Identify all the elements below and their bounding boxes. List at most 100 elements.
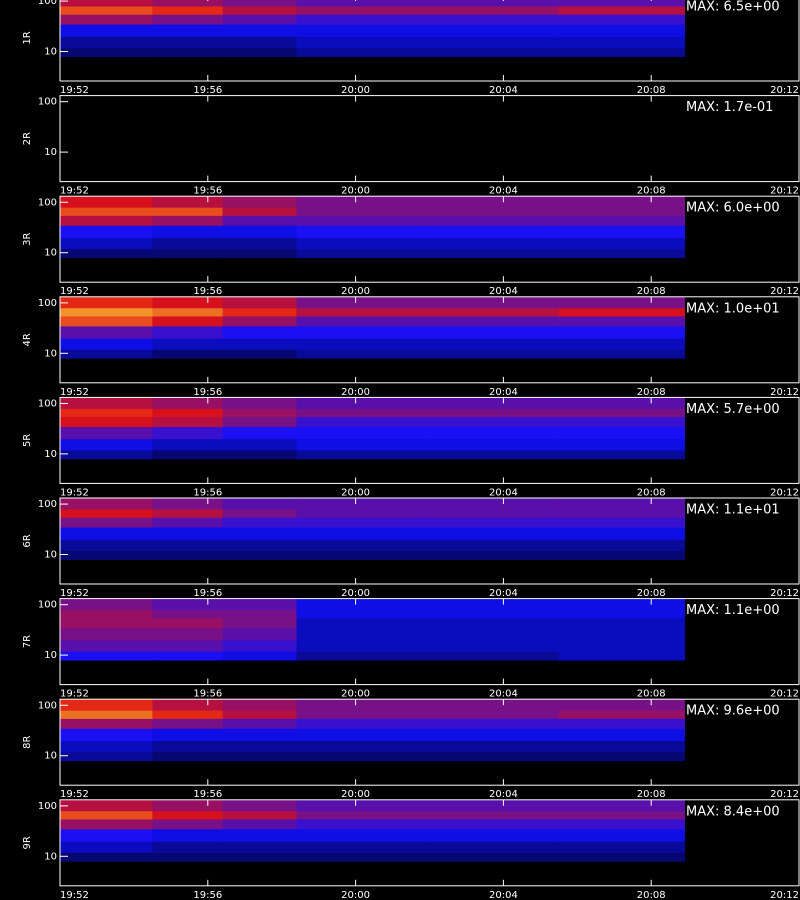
heatmap-cell	[152, 852, 224, 862]
heatmap-cell	[60, 36, 153, 49]
heatmap-cell	[558, 841, 685, 853]
y-axis-label: 9R	[22, 836, 33, 849]
heatmap-cell	[222, 718, 297, 729]
panel: 100 10 19:52 19:56 20:00 20:04 20:08 20:12 9R MAX…	[22, 799, 800, 900]
y-tick-label: 10	[44, 248, 57, 259]
heatmap-cell	[222, 627, 297, 641]
heatmap-cell	[222, 751, 297, 762]
heatmap-cell	[296, 0, 430, 7]
heatmap-cell	[429, 225, 560, 239]
heatmap-cell	[152, 598, 224, 611]
y-tick-label: 100	[38, 197, 57, 208]
max-annotation: MAX: 1.7e-01	[686, 100, 773, 115]
heatmap-cell	[152, 609, 224, 619]
heatmap-cell	[429, 527, 560, 540]
heatmap-cell	[296, 639, 430, 652]
y-tick-label: 10	[44, 550, 57, 561]
heatmap-cell	[60, 408, 153, 418]
heatmap-cell	[222, 799, 297, 812]
heatmap-cell	[558, 508, 685, 518]
max-annotation: MAX: 5.7e+00	[686, 402, 780, 417]
heatmap-cell	[296, 315, 430, 327]
heatmap-cell	[558, 810, 685, 820]
heatmap-cell	[429, 828, 560, 842]
heatmap-cell	[152, 651, 224, 661]
max-annotation: MAX: 6.0e+00	[686, 201, 780, 216]
heatmap-cell	[558, 609, 685, 619]
heatmap-cell	[222, 207, 297, 216]
heatmap-cell	[429, 196, 560, 208]
y-tick-label: 10	[44, 47, 57, 58]
heatmap-cell	[429, 751, 560, 762]
heatmap-cell	[60, 449, 153, 460]
y-axis-label: 4R	[22, 333, 33, 346]
heatmap-cell	[152, 449, 224, 460]
heatmap-cell	[429, 651, 560, 661]
heatmap-cell	[60, 24, 153, 37]
x-tick-label: 20:04	[489, 286, 518, 297]
x-tick-label: 20:00	[341, 689, 370, 700]
heatmap-cell	[222, 24, 297, 37]
heatmap-cell	[222, 296, 297, 309]
x-tick-label: 20:04	[489, 186, 518, 197]
heatmap-cell	[429, 810, 560, 820]
heatmap-cell	[296, 751, 430, 762]
heatmap-cell	[296, 225, 430, 239]
heatmap-cell	[222, 728, 297, 742]
max-annotation: MAX: 6.5e+00	[686, 0, 780, 15]
heatmap-cell	[60, 215, 153, 226]
heatmap-cell	[60, 810, 153, 820]
heatmap-cell	[222, 0, 297, 7]
heatmap-cell	[558, 539, 685, 552]
heatmap-cell	[152, 124, 224, 138]
x-tick-label: 19:52	[60, 286, 89, 297]
heatmap-cell	[152, 136, 224, 149]
panel: 100 10 19:52 19:56 20:00 20:04 20:08 20:12 6R MAX…	[22, 497, 800, 599]
heatmap-cell	[152, 338, 224, 350]
heatmap-cell	[296, 651, 430, 661]
heatmap-cell	[152, 728, 224, 742]
heatmap-cell	[558, 710, 685, 719]
heatmap-cell	[222, 710, 297, 719]
heatmap-cell	[296, 215, 430, 226]
x-tick-label: 20:08	[637, 588, 666, 599]
heatmap-cell	[296, 196, 430, 208]
heatmap-cell	[152, 416, 224, 427]
heatmap-cell	[558, 740, 685, 753]
heatmap-cell	[429, 598, 560, 611]
heatmap-cell	[152, 539, 224, 552]
heatmap-cell	[429, 215, 560, 226]
max-annotation: MAX: 9.6e+00	[686, 704, 780, 719]
heatmap-cell	[222, 225, 297, 239]
heatmap-cell	[296, 47, 430, 57]
heatmap-cell	[558, 106, 685, 116]
x-tick-label: 19:56	[193, 689, 222, 700]
heatmap-cell	[429, 449, 560, 460]
heatmap-cell	[152, 36, 224, 49]
x-tick-label: 19:52	[60, 487, 89, 498]
x-tick-label: 20:08	[637, 487, 666, 498]
heatmap-cell	[60, 651, 153, 661]
heatmap-cell	[429, 397, 560, 409]
x-tick-label: 20:00	[341, 387, 370, 398]
heatmap-cell	[60, 710, 153, 719]
heatmap-cell	[222, 36, 297, 49]
x-tick-label: 20:12	[770, 85, 799, 96]
heatmap-cell	[558, 751, 685, 762]
heatmap-cell	[429, 609, 560, 619]
heatmap-cell	[296, 416, 430, 427]
heatmap-cell	[152, 5, 224, 15]
heatmap-cell	[429, 508, 560, 518]
heatmap-cell	[60, 196, 153, 208]
x-tick-label: 19:52	[60, 890, 89, 900]
heatmap-cell	[296, 810, 430, 820]
heatmap-cell	[222, 5, 297, 15]
heatmap-cell	[222, 338, 297, 350]
heatmap-cell	[60, 338, 153, 350]
heatmap-cell	[429, 315, 560, 327]
heatmap-cell	[296, 550, 430, 560]
heatmap-cell	[296, 426, 430, 440]
heatmap-cell	[222, 349, 297, 359]
heatmap-cell	[429, 106, 560, 116]
heatmap-cell	[222, 136, 297, 149]
